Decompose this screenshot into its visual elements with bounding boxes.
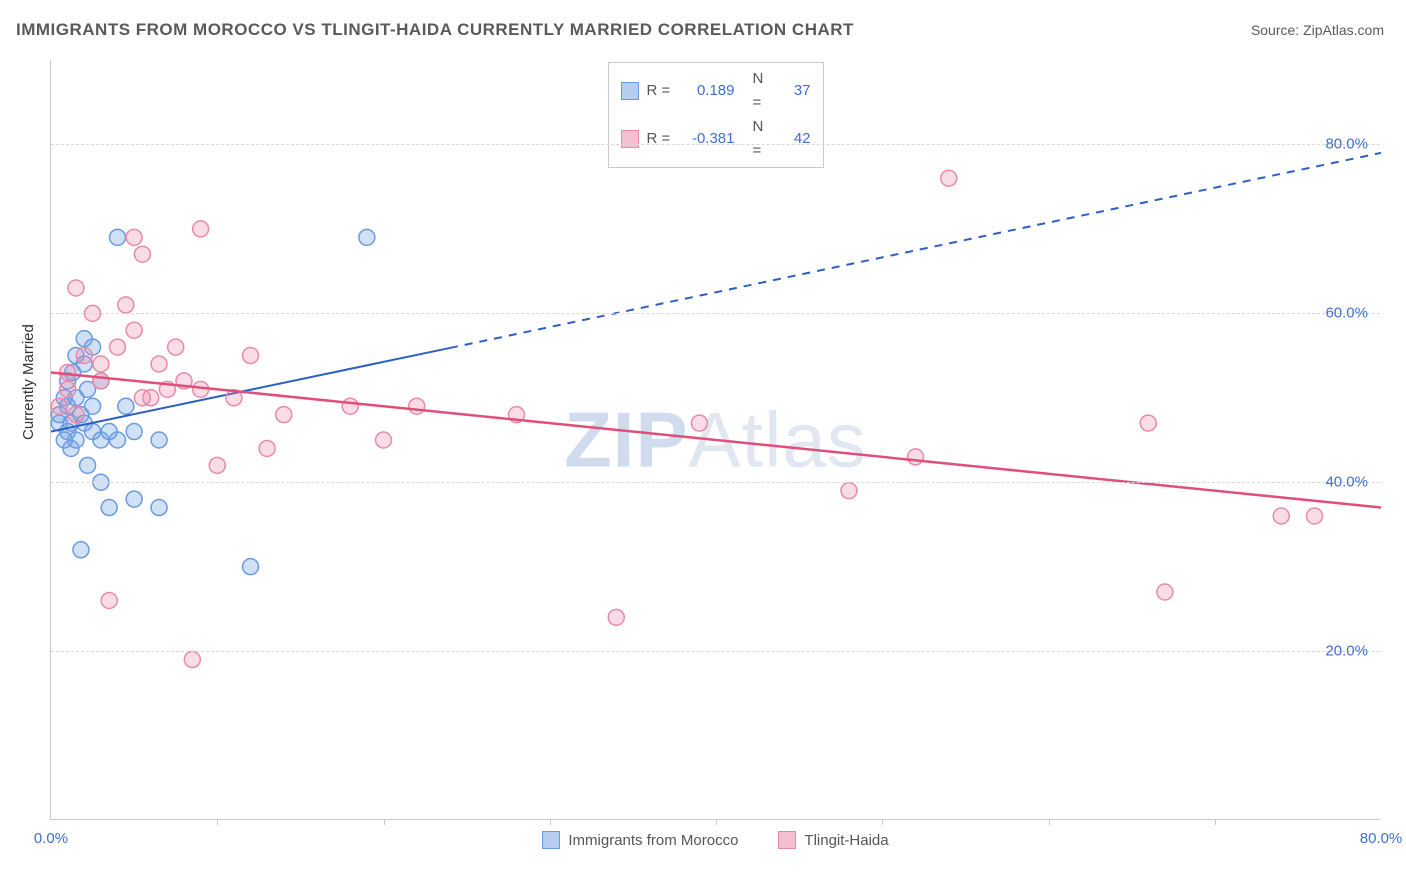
data-point	[193, 221, 209, 237]
data-point	[1307, 508, 1323, 524]
data-point	[60, 381, 76, 397]
data-point	[93, 373, 109, 389]
data-point	[243, 348, 259, 364]
x-minor-tick	[1215, 819, 1216, 825]
stat-r-label: R =	[647, 127, 673, 151]
data-point	[126, 424, 142, 440]
data-point	[608, 609, 624, 625]
data-point	[56, 432, 72, 448]
data-point	[184, 652, 200, 668]
gridline	[51, 144, 1380, 145]
legend-swatch	[778, 831, 796, 849]
y-tick-label: 80.0%	[1325, 136, 1368, 153]
legend-swatch	[621, 82, 639, 100]
data-point	[101, 500, 117, 516]
x-minor-tick	[550, 819, 551, 825]
x-minor-tick	[882, 819, 883, 825]
stat-n-label: N =	[753, 67, 773, 115]
y-tick-label: 40.0%	[1325, 474, 1368, 491]
stat-r-value: -0.381	[681, 127, 735, 151]
gridline	[51, 313, 1380, 314]
chart-title: IMMIGRANTS FROM MOROCCO VS TLINGIT-HAIDA…	[16, 20, 854, 40]
x-minor-tick	[1049, 819, 1050, 825]
x-tick-label: 0.0%	[34, 830, 68, 847]
legend-label: Immigrants from Morocco	[568, 832, 738, 849]
data-point	[110, 229, 126, 245]
data-point	[134, 390, 150, 406]
data-point	[76, 348, 92, 364]
stat-n-value: 42	[781, 127, 811, 151]
y-tick-label: 20.0%	[1325, 643, 1368, 660]
data-point	[126, 229, 142, 245]
data-point	[168, 339, 184, 355]
plot-svg	[51, 60, 1381, 820]
data-point	[68, 407, 84, 423]
data-point	[151, 356, 167, 372]
stat-n-value: 37	[781, 79, 811, 103]
stat-r-label: R =	[647, 79, 673, 103]
x-minor-tick	[716, 819, 717, 825]
bottom-legend: Immigrants from Morocco Tlingit-Haida	[51, 831, 1380, 849]
data-point	[134, 246, 150, 262]
data-point	[342, 398, 358, 414]
stat-r-value: 0.189	[681, 79, 735, 103]
data-point	[376, 432, 392, 448]
data-point	[941, 170, 957, 186]
y-axis-label: Currently Married	[20, 324, 37, 440]
data-point	[118, 398, 134, 414]
data-point	[209, 457, 225, 473]
data-point	[126, 491, 142, 507]
data-point	[259, 440, 275, 456]
data-point	[151, 500, 167, 516]
data-point	[68, 280, 84, 296]
regression-line-dashed	[450, 153, 1381, 348]
x-minor-tick	[217, 819, 218, 825]
plot-area: ZIPAtlas R =0.189N =37R =-0.381N =42 Imm…	[50, 60, 1380, 820]
data-point	[409, 398, 425, 414]
regression-line	[51, 372, 1381, 507]
data-point	[118, 297, 134, 313]
gridline	[51, 651, 1380, 652]
data-point	[85, 398, 101, 414]
data-point	[101, 592, 117, 608]
legend-item: Tlingit-Haida	[778, 831, 888, 849]
x-minor-tick	[384, 819, 385, 825]
stats-row: R = -0.381 N = 42	[621, 115, 811, 163]
data-point	[841, 483, 857, 499]
data-point	[908, 449, 924, 465]
data-point	[276, 407, 292, 423]
correlation-stats-box: R = 0.189 N = 37 R = -0.381 N = 42	[608, 62, 824, 168]
legend-swatch	[542, 831, 560, 849]
data-point	[126, 322, 142, 338]
y-tick-label: 60.0%	[1325, 305, 1368, 322]
legend-item: Immigrants from Morocco	[542, 831, 738, 849]
data-point	[1273, 508, 1289, 524]
data-point	[691, 415, 707, 431]
data-point	[151, 432, 167, 448]
data-point	[243, 559, 259, 575]
data-point	[93, 356, 109, 372]
legend-label: Tlingit-Haida	[804, 832, 888, 849]
chart-container: IMMIGRANTS FROM MOROCCO VS TLINGIT-HAIDA…	[0, 0, 1406, 892]
data-point	[359, 229, 375, 245]
data-point	[1157, 584, 1173, 600]
source-label: Source: ZipAtlas.com	[1251, 22, 1384, 38]
data-point	[73, 542, 89, 558]
x-tick-label: 80.0%	[1360, 830, 1403, 847]
gridline	[51, 482, 1380, 483]
data-point	[110, 339, 126, 355]
data-point	[51, 398, 67, 414]
stats-row: R = 0.189 N = 37	[621, 67, 811, 115]
data-point	[80, 457, 96, 473]
data-point	[1140, 415, 1156, 431]
data-point	[110, 432, 126, 448]
stat-n-label: N =	[753, 115, 773, 163]
